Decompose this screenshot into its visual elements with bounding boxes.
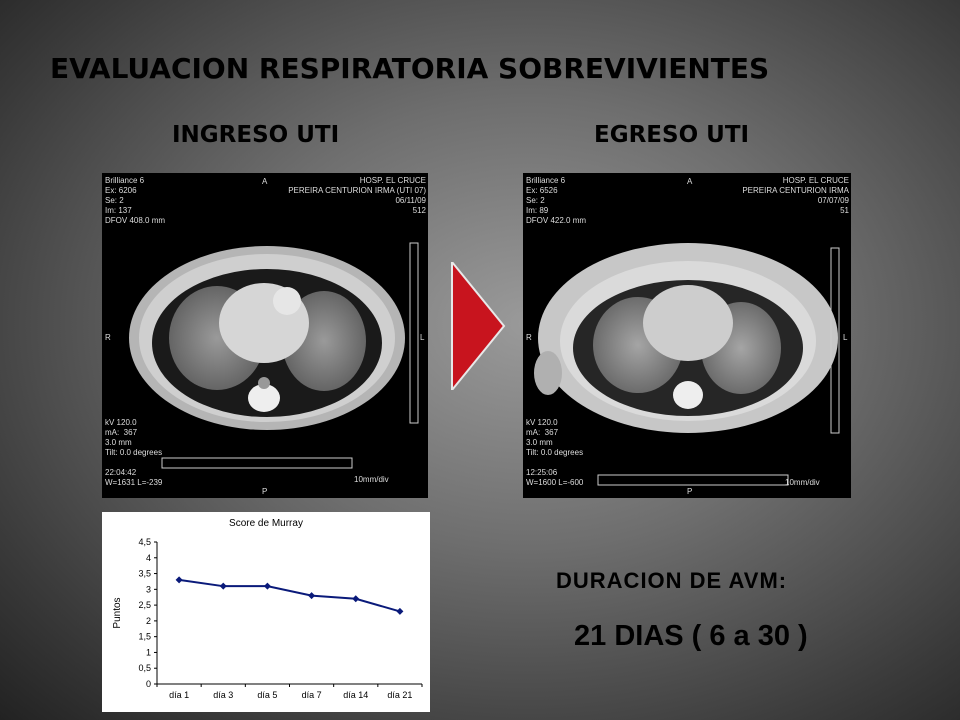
ct-right-info-tl: Brilliance 6 Ex: 6526 Se: 2 Im: 89 DFOV 422.… <box>526 176 587 225</box>
chart-svg: Score de Murray 0 0,5 1 1,5 2 2,5 3 3,5 4 4,5 día 1… <box>112 518 423 700</box>
chart-title: Score de Murray <box>229 518 303 529</box>
x-tick-label: día 1 <box>169 690 189 700</box>
ct-image-ingreso: Brilliance 6 Ex: 6206 Se: 2 Im: 137 DFOV 408… <box>102 173 428 498</box>
ct-left-info-tl: Brilliance 6 Ex: 6206 Se: 2 Im: 137 DFOV 408… <box>105 176 166 225</box>
x-tick-label: día 5 <box>257 690 277 700</box>
data-point <box>263 582 271 590</box>
data-point <box>219 582 227 590</box>
x-tick-label: día 7 <box>302 690 322 700</box>
avm-duration-label: DURACION DE AVM: <box>556 568 788 593</box>
murray-score-chart: Score de Murray 0 0,5 1 1,5 2 2,5 3 3,5 4 4,5 día 1… <box>102 512 430 712</box>
ct-left-orient-top: A <box>262 177 268 186</box>
y-tick-label: 3,5 <box>138 569 151 579</box>
ct-right-orient-right: L <box>843 333 848 342</box>
y-axis-label: Puntos <box>112 597 123 628</box>
ct-right-orient-bottom: P <box>687 487 693 496</box>
y-tick-label: 1,5 <box>138 632 151 642</box>
arrow-right-icon <box>451 262 506 390</box>
ct-right-scale: 10mm/div <box>785 478 820 487</box>
data-point <box>352 595 360 603</box>
ct-right-info-bl: kV 120.0 mA: 367 3.0 mm Tilt: 0.0 degrees 1… <box>526 418 584 487</box>
y-tick-label: 1 <box>146 647 151 657</box>
heading-ingreso: INGRESO UTI <box>172 122 340 148</box>
x-tick-label: día 21 <box>387 690 412 700</box>
y-tick-label: 0,5 <box>138 663 151 673</box>
ct-scan-drawing-egreso <box>534 243 840 486</box>
y-tick-label: 0 <box>146 679 151 689</box>
ct-left-info-bl: kV 120.0 mA: 367 3.0 mm Tilt: 0.0 degrees 2… <box>105 418 163 487</box>
data-point <box>308 592 316 600</box>
ct-left-orient-right: L <box>420 333 425 342</box>
ct-right-info-tr: HOSP. EL CRUCE PEREIRA CENTURION IRMA 07/0… <box>742 176 849 215</box>
data-point <box>396 607 404 615</box>
ct-left-info-tr: HOSP. EL CRUCE PEREIRA CENTURION IRMA (UT… <box>288 176 426 215</box>
avm-duration-value: 21 DIAS ( 6 a 30 ) <box>574 620 808 652</box>
series-line <box>178 578 401 613</box>
ct-left-scale: 10mm/div <box>354 475 389 484</box>
ct-left-orient-left: R <box>105 333 111 342</box>
x-tick-label: día 3 <box>213 690 233 700</box>
y-tick-label: 4 <box>146 553 151 563</box>
ct-scan-drawing-ingreso <box>129 242 419 469</box>
ct-right-orient-left: R <box>526 333 532 342</box>
ct-image-egreso: Brilliance 6 Ex: 6526 Se: 2 Im: 89 DFOV 422.… <box>523 173 851 498</box>
y-tick-label: 3 <box>146 584 151 594</box>
y-tick-label: 4,5 <box>138 537 151 547</box>
x-tick-label: día 14 <box>343 690 368 700</box>
ct-left-orient-bottom: P <box>262 487 268 496</box>
y-tick-label: 2 <box>146 616 151 626</box>
ct-right-orient-top: A <box>687 177 693 186</box>
data-point <box>175 576 183 584</box>
y-tick-label: 2,5 <box>138 600 151 610</box>
slide-title: EVALUACION RESPIRATORIA SOBREVIVIENTES <box>50 52 770 85</box>
heading-egreso: EGRESO UTI <box>594 122 750 148</box>
